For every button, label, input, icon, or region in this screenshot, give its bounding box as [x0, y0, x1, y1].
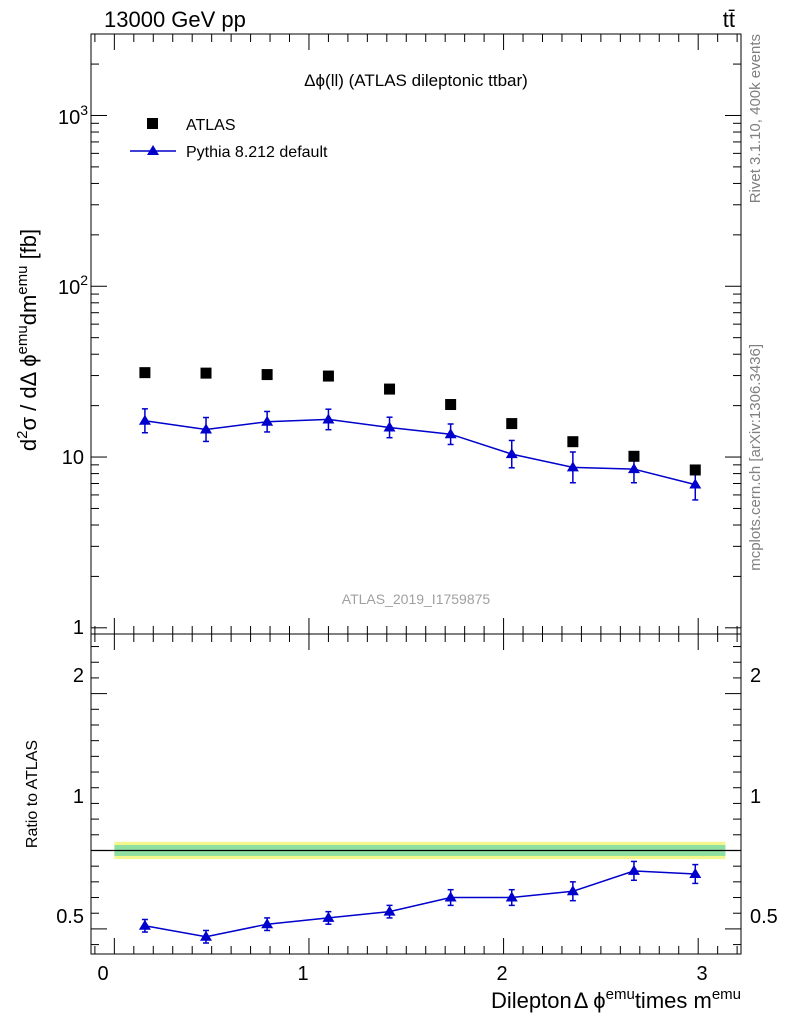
main-data-marks — [138, 367, 702, 501]
ratio-point — [444, 891, 457, 902]
ytick-label-10: 10 — [62, 447, 84, 469]
ratio-ylabel: Ratio to ATLAS — [24, 740, 41, 848]
main-axis-ticks — [91, 33, 741, 634]
xlabel: DileptonΔ ϕemutimes memu — [491, 986, 741, 1013]
legend-atlas-label: ATLAS — [186, 117, 236, 134]
ytick-label-1: 1 — [73, 617, 84, 639]
atlas-point — [567, 436, 579, 448]
ratio-point — [505, 891, 518, 902]
xtick-labels: 0 1 2 3 — [97, 963, 707, 985]
analysis-watermark: ATLAS_2019_I1759875 — [342, 591, 491, 607]
pythia-point — [627, 463, 640, 474]
process-label: tt̄ — [723, 7, 735, 32]
ratio-ytick-label-0-5: 0.5 — [56, 906, 84, 928]
pythia-point — [138, 414, 151, 425]
ratio-line — [144, 870, 696, 938]
ratio-ytick-label-2: 2 — [73, 665, 84, 687]
ratio-ytick-label-right-1: 1 — [750, 786, 761, 808]
ratio-ytick-labels-right: 2 1 0.5 — [750, 665, 778, 928]
ratio-point — [138, 919, 151, 930]
atlas-point — [689, 464, 701, 476]
legend-atlas-marker — [147, 118, 158, 129]
ratio-point — [627, 864, 640, 875]
ratio-point — [200, 930, 213, 941]
atlas-point — [384, 383, 396, 395]
ratio-ytick-label-1: 1 — [73, 786, 84, 808]
ratio-panel-frame — [90, 633, 742, 955]
atlas-point — [139, 367, 151, 379]
ratio-ytick-labels-left: 2 1 0.5 — [56, 665, 84, 928]
pythia-point — [322, 413, 335, 424]
ratio-ytick-label-right-0-5: 0.5 — [750, 906, 778, 928]
ratio-point — [383, 905, 396, 916]
energy-label: 13000 GeV pp — [104, 7, 246, 32]
atlas-point — [322, 370, 334, 382]
atlas-point — [445, 399, 457, 411]
main-panel: 103 102 10 1 d2σ / dΔ ϕemudmemu [fb] Δϕ(… — [14, 33, 742, 639]
main-panel-frame — [90, 33, 742, 635]
pythia-point — [566, 461, 579, 472]
main-ylabel: d2σ / dΔ ϕemudmemu [fb] — [14, 229, 41, 451]
ratio-ytick-label-right-2: 2 — [750, 665, 761, 687]
pythia-point — [444, 428, 457, 439]
xtick-label-1: 1 — [297, 963, 308, 985]
legend: ATLAS Pythia 8.212 default — [130, 117, 328, 161]
xtick-label-3: 3 — [696, 963, 707, 985]
pythia-point — [383, 421, 396, 432]
ratio-data-marks — [138, 860, 702, 944]
mcplots-label: mcplots.cern.ch [arXiv:1306.3436] — [747, 344, 764, 571]
ratio-axis-ticks — [91, 634, 741, 954]
rivet-label: Rivet 3.1.10, 400k events — [747, 34, 764, 203]
ratio-panel: 2 1 0.5 2 1 0.5 Ratio to ATLAS 0 1 2 3 D… — [24, 633, 778, 1013]
main-ytick-labels: 103 102 10 1 — [58, 102, 88, 639]
legend-pythia-label: Pythia 8.212 default — [186, 144, 328, 161]
atlas-point — [628, 450, 640, 462]
ratio-point — [261, 918, 274, 929]
plot-title: Δϕ(ll) (ATLAS dileptonic ttbar) — [304, 71, 528, 90]
pythia-point — [505, 448, 518, 459]
legend-pythia-marker — [147, 145, 159, 155]
ratio-point — [322, 911, 335, 922]
atlas-point — [261, 369, 273, 381]
ytick-label-100: 102 — [58, 272, 88, 299]
xtick-label-2: 2 — [496, 963, 507, 985]
pythia-point — [261, 415, 274, 426]
ratio-uncertainty-band — [91, 841, 741, 860]
pythia-line — [144, 418, 696, 486]
atlas-point — [506, 418, 518, 430]
atlas-point — [200, 367, 212, 379]
ytick-label-1000: 103 — [58, 102, 88, 129]
pythia-point — [689, 478, 702, 489]
ratio-point — [566, 885, 579, 896]
pythia-point — [200, 423, 213, 434]
ratio-point — [689, 868, 702, 878]
xtick-label-0: 0 — [97, 963, 108, 985]
